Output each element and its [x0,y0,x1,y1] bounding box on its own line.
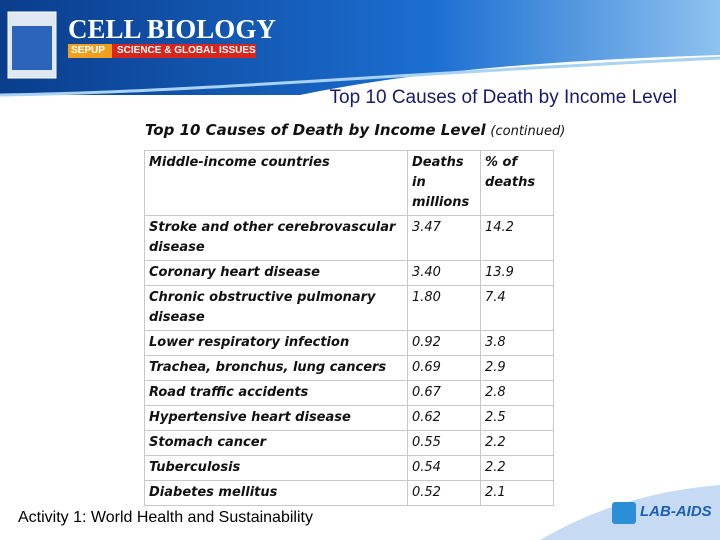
table-title-text: Top 10 Causes of Death by Income Level [145,121,486,139]
table-row: Lower respiratory infection 0.92 3.8 [144,330,554,356]
table-cell: Trachea, bronchus, lung cancers [144,355,408,381]
series-name: SCIENCE & GLOBAL ISSUES [117,45,256,56]
column-header: Deaths in millions [407,150,481,216]
table-cell: 2.9 [480,355,554,381]
table-row: Trachea, bronchus, lung cancers 0.69 2.9 [144,355,554,381]
table-cell: 0.92 [407,330,481,356]
table-cell: Tuberculosis [144,455,408,481]
table-cell: Diabetes mellitus [144,480,408,506]
table-cell: 0.54 [407,455,481,481]
header-band [0,0,720,95]
table-cell: 2.8 [480,380,554,406]
table-cell: 0.67 [407,380,481,406]
logo-icon [612,502,636,524]
table-cell: 0.62 [407,405,481,431]
table-cell: Chronic obstructive pulmonary disease [144,285,408,331]
table-cell: 2.5 [480,405,554,431]
data-table: Middle-income countries Deaths in million… [144,150,554,506]
table-row: Diabetes mellitus 0.52 2.1 [144,480,554,506]
book-cover-image [12,26,52,70]
slide-title: Top 10 Causes of Death by Income Level [329,87,677,108]
table-cell: 3.47 [407,215,481,261]
book-title: CELL BIOLOGY [68,14,276,44]
table-cell: 1.80 [407,285,481,331]
table-cell: 7.4 [480,285,554,331]
table-cell: Hypertensive heart disease [144,405,408,431]
table-cell: Road traffic accidents [144,380,408,406]
table-row: Stomach cancer 0.55 2.2 [144,430,554,456]
logo-text: LAB-AIDS [640,503,712,520]
table-cell: 2.1 [480,480,554,506]
table-title: Top 10 Causes of Death by Income Level (… [145,121,565,139]
table-cell: Coronary heart disease [144,260,408,286]
table-cell: Lower respiratory infection [144,330,408,356]
table-cell: 2.2 [480,430,554,456]
table-cell: 3.8 [480,330,554,356]
table-title-note: (continued) [490,124,566,139]
header-row: Middle-income countries Deaths in million… [144,150,554,216]
table-row: Hypertensive heart disease 0.62 2.5 [144,405,554,431]
table-cell: 0.69 [407,355,481,381]
column-header: % of deaths [480,150,554,216]
series-bar [68,44,256,58]
table-row: Stroke and other cerebrovascular disease… [144,215,554,261]
table-cell: Stomach cancer [144,430,408,456]
table-row: Tuberculosis 0.54 2.2 [144,455,554,481]
table-cell: 0.52 [407,480,481,506]
table-cell: 3.40 [407,260,481,286]
table-row: Chronic obstructive pulmonary disease 1.8… [144,285,554,331]
program-bar [68,44,112,58]
table-row: Coronary heart disease 3.40 13.9 [144,260,554,286]
table-cell: Stroke and other cerebrovascular disease [144,215,408,261]
program-name: SEPUP [71,45,105,56]
table-cell: 13.9 [480,260,554,286]
table-row: Road traffic accidents 0.67 2.8 [144,380,554,406]
table-cell: 14.2 [480,215,554,261]
table-cell: 2.2 [480,455,554,481]
table-cell: 0.55 [407,430,481,456]
footer: Activity 1: World Health and Sustainabil… [18,509,313,526]
column-header: Middle-income countries [144,150,408,216]
header-curve [0,56,720,97]
